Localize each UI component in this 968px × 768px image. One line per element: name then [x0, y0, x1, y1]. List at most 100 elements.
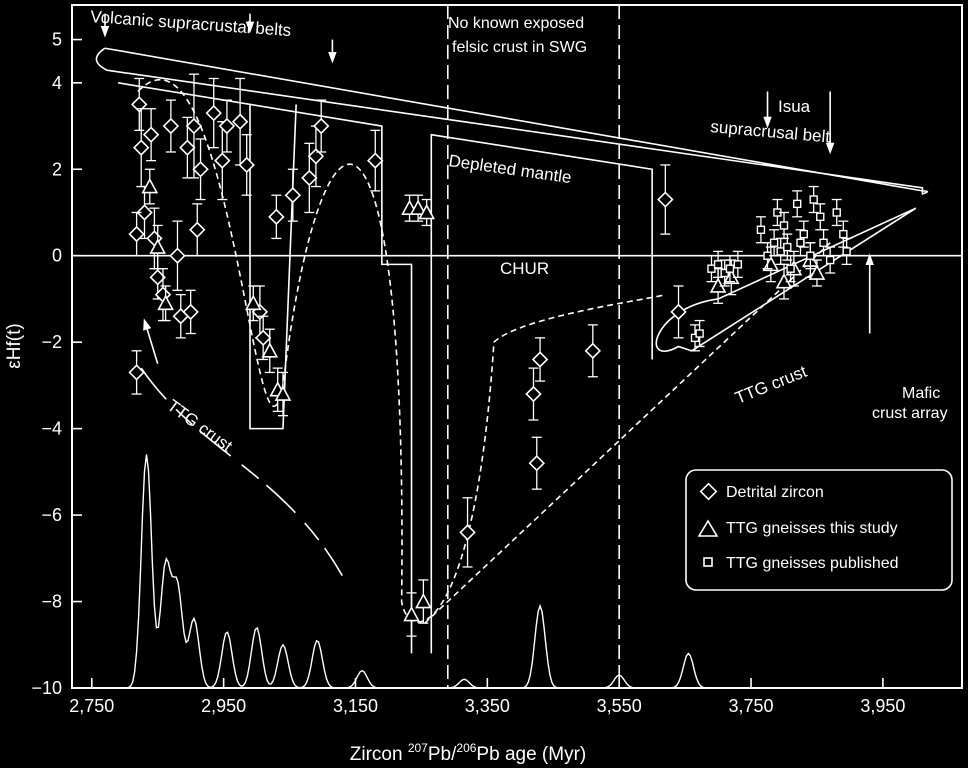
data-point-ttg-published — [733, 260, 743, 269]
x-axis-label-part-3: Pb age (Myr) — [476, 744, 586, 765]
data-point-detrital — [657, 191, 674, 208]
data-point-detrital — [214, 152, 231, 169]
legend-triangle-icon — [697, 519, 719, 537]
data-point-detrital — [525, 385, 542, 403]
data-point-detrital — [162, 117, 180, 135]
y-tick-label: 5 — [52, 30, 62, 50]
data-point-ttg-published — [809, 195, 818, 204]
data-point-detrital — [528, 455, 545, 472]
axis-ticks: 2,750 2,950 3,150 3,350 3,550 3,750 3,950 −10 −8… — [31, 30, 905, 716]
data-point-detrital — [205, 104, 222, 122]
y-tick-label: −2 — [41, 332, 62, 352]
x-axis-label: Zircon 207Pb/206Pb age (Myr) — [350, 741, 586, 765]
field-outline-dashed — [137, 79, 666, 623]
data-point-ttg-study — [808, 264, 826, 280]
field-outline-2 — [249, 104, 297, 430]
data-point-detrital — [182, 303, 199, 321]
data-point-ttg-published — [690, 333, 700, 343]
arrow-head — [865, 253, 874, 265]
data-point-ttg-published — [792, 199, 802, 209]
data-point-ttg-published — [779, 221, 789, 230]
x-tick-label: 2,750 — [69, 696, 114, 716]
data-point-detrital — [192, 161, 209, 178]
ttg-crust-curve-left — [140, 367, 343, 577]
legend-diamond-icon — [699, 482, 718, 501]
data-point-detrital — [254, 329, 272, 347]
data-point-detrital — [185, 117, 203, 135]
data-point-ttg-study — [274, 385, 292, 401]
data-point-ttg-study — [418, 203, 436, 220]
data-point-ttg-study — [409, 199, 427, 215]
x-axis-label-part-2: Pb/ — [428, 744, 457, 765]
x-tick-label: 2,950 — [201, 696, 246, 716]
arrow-head — [825, 142, 835, 155]
legend: Detrital zircon TTG gneisses this study … — [685, 469, 953, 591]
data-point-detrital — [149, 269, 166, 286]
data-point-detrital — [312, 117, 330, 135]
data-point-ttg-published — [806, 251, 815, 260]
x-tick-label: 3,350 — [465, 696, 510, 716]
data-point-ttg-published — [796, 238, 805, 247]
data-point-detrital — [133, 139, 150, 156]
data-point-detrital — [367, 152, 384, 169]
data-point-detrital — [301, 169, 318, 187]
legend-square-icon — [703, 557, 713, 567]
data-point-ttg-study — [415, 592, 432, 609]
data-point-ttg-published — [786, 264, 795, 273]
legend-label-ttg-published: TTG gneisses published — [726, 555, 899, 572]
arrow-head — [143, 318, 152, 331]
data-point-detrital — [169, 247, 186, 264]
data-point-detrital — [179, 139, 196, 156]
x-axis-label-sup-206: 206 — [456, 741, 476, 755]
data-point-ttg-study — [403, 605, 420, 622]
data-point-detrital — [218, 117, 236, 135]
data-point-ttg-published — [819, 238, 828, 247]
y-tick-label: 0 — [52, 246, 62, 266]
annotation-no-exposed-2: felsic crust in SWG — [452, 39, 587, 56]
annotation-chur: CHUR — [500, 259, 549, 278]
x-axis-label-sup-207: 207 — [408, 741, 428, 755]
data-point-ttg-published — [769, 238, 779, 247]
data-point-ttg-published — [842, 247, 851, 256]
data-point-ttg-published — [725, 264, 735, 273]
data-point-ttg-study — [261, 342, 279, 358]
legend-label-detrital: Detrital zircon — [726, 484, 824, 501]
x-axis-label-part-1: Zircon — [350, 744, 408, 765]
data-point-detrital — [231, 113, 249, 130]
x-tick-label: 3,550 — [597, 696, 642, 716]
data-point-detrital — [189, 221, 206, 238]
chart-decorations — [72, 5, 962, 689]
x-tick-label: 3,750 — [729, 696, 774, 716]
data-point-ttg-published — [776, 247, 785, 256]
data-point-detrital — [531, 351, 549, 368]
data-point-detrital — [459, 524, 476, 541]
y-tick-label: −10 — [31, 678, 62, 698]
arrow-head — [245, 21, 255, 34]
y-tick-label: 2 — [52, 159, 62, 179]
data-point-detrital — [131, 96, 148, 113]
x-tick-label: 3,150 — [333, 696, 378, 716]
data-point-detrital — [268, 208, 285, 226]
arrow-head — [328, 51, 337, 64]
data-point-detrital — [284, 187, 302, 204]
data-point-ttg-study — [149, 238, 167, 254]
data-point-ttg-study — [244, 294, 262, 311]
y-tick-label: −8 — [41, 592, 62, 612]
legend-box — [685, 469, 953, 591]
plot-frame — [71, 4, 963, 689]
y-tick-label: −4 — [41, 419, 62, 439]
data-point-detrital — [142, 126, 160, 143]
y-axis-label: εHf(t) — [4, 323, 25, 368]
data-point-detrital — [584, 342, 602, 360]
data-point-detrital — [238, 156, 255, 174]
depleted-mantle-line — [95, 47, 929, 195]
data-point-ttg-published — [816, 212, 825, 222]
annotation-mafic-1: Mafic — [902, 385, 940, 402]
data-point-ttg-published — [832, 208, 841, 217]
data-point-ttg-published — [756, 225, 766, 234]
annotation-mafic-2: crust array — [872, 405, 948, 422]
data-point-ttg-published — [783, 242, 792, 252]
arrow-head — [763, 116, 772, 129]
y-tick-label: −6 — [41, 505, 62, 525]
